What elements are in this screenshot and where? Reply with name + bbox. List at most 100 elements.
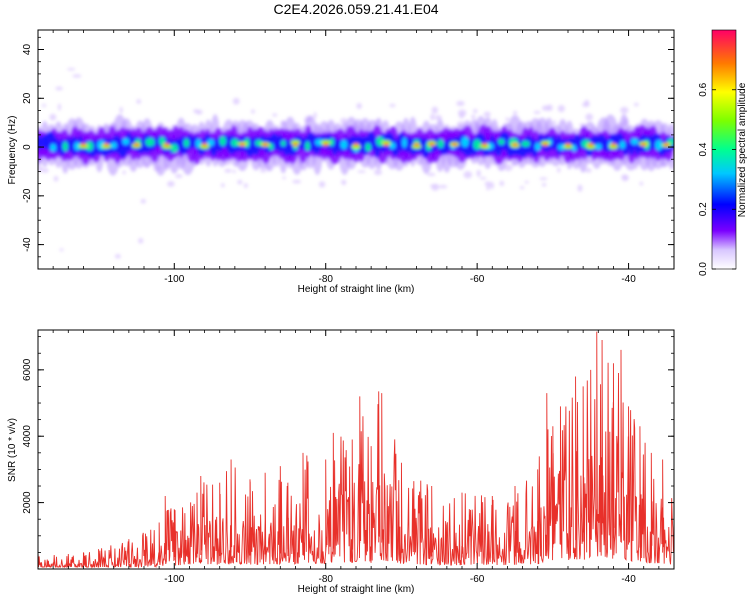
figure-title: C2E4.2026.059.21.41.E04 [273,1,438,17]
heatmap-band-cyan [329,138,335,147]
heatmap-band-cyan [158,136,166,146]
heatmap-hotspot-red [483,143,487,146]
heatmap-faint-cell [374,169,382,176]
heatmap-band-cyan [340,139,348,150]
spectrogram-panel: -100 -80 -60 -40 40 20 0 -20 -40 Height of stra… [7,29,675,295]
heatmap-band-cyan [521,140,531,147]
heatmap-faint-cell [119,106,123,114]
spectrogram-y-tick-label: 20 [22,92,33,104]
heatmap-hotspot-red [513,143,517,146]
heatmap-faint-cell [167,180,175,187]
heatmap-faint-cell [53,175,59,182]
heatmap-faint-cell [584,99,590,106]
heatmap-faint-cell [114,254,121,259]
heatmap-faint-cell [633,102,639,107]
heatmap-faint-cell [175,174,183,179]
snr-y-label: SNR (10 * v/v) [7,418,18,482]
snr-x-ticks: -100 -80 -60 -40 [37,330,675,585]
spectrogram-y-tick-label: -40 [22,237,33,252]
heatmap-hotspot-red [452,143,456,146]
heatmap-hotspot-red [203,143,207,146]
heatmap-hotspot-red [165,143,169,146]
heatmap-faint-cell [505,117,510,122]
heatmap-band-cyan [498,138,505,145]
colorbar-tick-label: 0.4 [698,142,709,156]
heatmap-faint-cell [476,169,481,177]
heatmap-hotspot-red [293,143,297,146]
heatmap-band-cyan [230,138,239,147]
heatmap-faint-cell [639,181,644,186]
heatmap-faint-cell [620,106,629,114]
snr-x-label: Height of straight line (km) [298,584,415,595]
spectrogram-x-tick-label: -40 [621,274,636,285]
heatmap-band-cyan [206,139,215,147]
colorbar: 0.0 0.2 0.4 0.6 Normalized spectral amplitu… [698,29,748,276]
colorbar-ticks: 0.0 0.2 0.4 0.6 [698,82,736,276]
heatmap-faint-cell [136,99,142,104]
heatmap-faint-cell [342,182,346,186]
heatmap-faint-cell [458,112,465,119]
heatmap-hotspot-red [589,143,593,146]
heatmap-hotspot-red [324,143,328,146]
heatmap-band-cyan [85,141,94,152]
colorbar-tick-label: 0.6 [698,82,709,96]
snr-x-tick-label: -60 [470,574,485,585]
heatmap-faint-cell [243,183,248,189]
heatmap-band-cyan [402,137,407,148]
heatmap-band-cyan [630,138,639,145]
heatmap-faint-cell [138,237,144,244]
heatmap-faint-cell [282,176,286,180]
heatmap-faint-cell [430,113,435,121]
heatmap-faint-cell [552,120,557,125]
heatmap-band-cyan [183,138,190,148]
spectrogram-heatmap [38,67,674,259]
heatmap-faint-cell [427,172,436,177]
heatmap-faint-cell [389,103,396,108]
heatmap-faint-cell [41,103,47,108]
heatmap-faint-cell [292,179,302,184]
heatmap-hotspot-red [354,143,358,146]
heatmap-hotspot-red [642,143,646,146]
heatmap-faint-cell [463,171,473,179]
heatmap-band-cyan [619,140,626,149]
spectrogram-x-label: Height of straight line (km) [298,284,415,295]
heatmap-hotspot-green [351,144,361,150]
heatmap-faint-cell [434,115,442,121]
heatmap-faint-cell [237,179,243,185]
spectrogram-y-tick-label: 40 [22,44,33,56]
heatmap-faint-cell [585,167,592,173]
heatmap-band-blue [276,135,285,153]
heatmap-faint-cell [483,111,491,117]
heatmap-band-cyan [437,139,444,148]
heatmap-faint-cell [232,97,240,105]
spectrogram-x-tick-label: -60 [470,274,485,285]
heatmap-faint-cell [357,170,366,173]
heatmap-hotspot-red [104,143,108,146]
heatmap-faint-cell [122,170,126,175]
spectrogram-x-tick-label: -100 [164,274,184,285]
heatmap-band-cyan [219,136,227,146]
heatmap-faint-cell [479,177,487,180]
heatmap-band-cyan [365,143,372,152]
heatmap-hotspot-red [263,143,267,146]
heatmap-faint-cell [72,74,82,78]
spectrogram-y-label: Frequency (Hz) [7,116,18,185]
heatmap-band-cyan [461,136,469,148]
snr-y-ticks: 2000 4000 6000 [22,336,674,570]
heatmap-faint-cell [557,167,561,173]
snr-panel: -100 -80 -60 -40 2000 4000 6000 Height of str… [7,329,675,595]
heatmap-band-cyan [305,141,311,151]
heatmap-faint-cell [140,198,146,204]
heatmap-faint-cell [232,169,236,174]
spectrogram-y-tick-label: 0 [22,144,33,150]
heatmap-band-cyan [122,138,130,145]
snr-series-line [38,331,674,569]
heatmap-faint-cell [251,109,255,114]
heatmap-band-cyan [534,142,541,151]
heatmap-faint-cell [490,182,494,190]
heatmap-hotspot-red [240,143,244,146]
heatmap-faint-cell [503,164,513,172]
heatmap-faint-cell [546,104,553,112]
heatmap-hotspot-red [664,143,668,146]
